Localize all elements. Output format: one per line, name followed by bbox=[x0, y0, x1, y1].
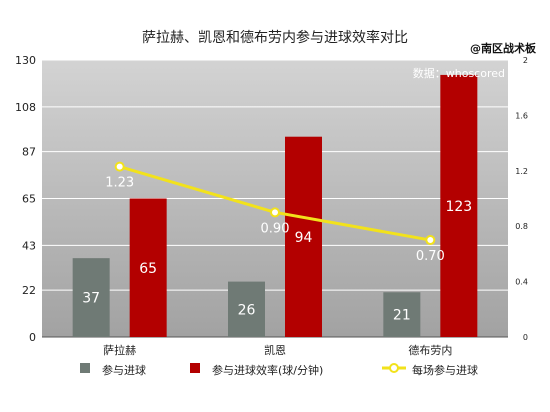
bar bbox=[228, 281, 265, 337]
chart-title: 萨拉赫、凯恩和德布劳内参与进球效率对比 bbox=[142, 29, 408, 46]
y-left-tick-label: 43 bbox=[22, 239, 36, 252]
y-right-tick-label: 0 bbox=[523, 333, 528, 342]
y-left-tick-label: 22 bbox=[22, 284, 36, 297]
bar bbox=[72, 258, 110, 337]
y-axis-left: 0 22 43 65 87 108 130 bbox=[15, 54, 36, 344]
line-data-label: 0.90 bbox=[261, 221, 290, 236]
bar bbox=[129, 198, 167, 337]
x-category-label: 凯恩 bbox=[264, 344, 286, 357]
x-category-label: 萨拉赫 bbox=[103, 343, 136, 357]
line-point bbox=[114, 161, 125, 172]
bar-data-label: 21 bbox=[393, 308, 411, 324]
bar-data-label: 94 bbox=[295, 230, 313, 246]
line-point bbox=[270, 207, 280, 218]
x-axis: 萨拉赫 凯恩 德布劳内 bbox=[103, 343, 452, 357]
y-right-tick-label: 0.4 bbox=[515, 278, 528, 287]
y-right-tick-label: 0.8 bbox=[515, 222, 528, 231]
legend: 参与进球 参与进球效率(球/分钟) 每场参与进球 bbox=[80, 363, 478, 377]
y-left-tick-label: 87 bbox=[22, 146, 36, 159]
bar bbox=[440, 74, 478, 338]
y-left-tick-label: 108 bbox=[15, 101, 36, 114]
legend-label: 参与进球 bbox=[102, 363, 146, 377]
y-axis-right: 0 0.4 0.8 1.2 1.6 2 bbox=[515, 56, 528, 342]
y-right-tick-label: 1.2 bbox=[515, 167, 528, 176]
legend-swatch bbox=[80, 363, 90, 373]
y-left-tick-label: 65 bbox=[22, 193, 36, 206]
legend-label: 每场参与进球 bbox=[412, 363, 478, 377]
y-left-tick-label: 130 bbox=[15, 54, 36, 67]
line-data-label: 1.23 bbox=[105, 176, 134, 191]
bar bbox=[285, 136, 322, 337]
bar-data-label: 26 bbox=[238, 302, 256, 318]
line-point bbox=[425, 235, 436, 246]
bar-data-label: 65 bbox=[139, 261, 157, 277]
bar-marks: 37 65 26 94 21 123 bbox=[72, 74, 478, 338]
bar bbox=[383, 292, 421, 337]
legend-marker bbox=[389, 363, 399, 373]
bar-data-label: 123 bbox=[445, 199, 472, 215]
y-left-tick-label: 0 bbox=[29, 331, 36, 344]
x-category-label: 德布劳内 bbox=[408, 343, 452, 357]
bar-data-label: 37 bbox=[82, 291, 100, 307]
line-marks: 1.23 0.90 0.70 bbox=[105, 161, 445, 264]
source-note: 数据：whoscored bbox=[413, 66, 505, 80]
watermark: @南区战术板 bbox=[470, 41, 537, 55]
grid-lines bbox=[42, 59, 508, 338]
line-data-label: 0.70 bbox=[416, 249, 445, 264]
y-right-tick-label: 1.6 bbox=[515, 111, 528, 120]
y-right-tick-label: 2 bbox=[523, 56, 528, 65]
legend-label: 参与进球效率(球/分钟) bbox=[212, 363, 323, 377]
legend-swatch bbox=[190, 363, 200, 373]
